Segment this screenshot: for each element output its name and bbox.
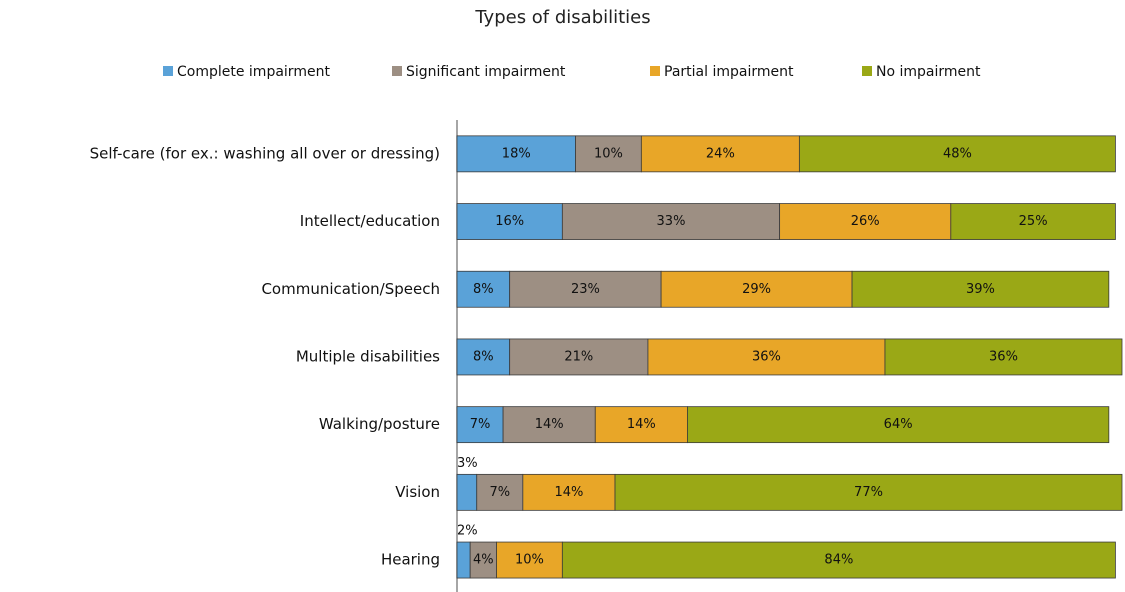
bar-segment — [687, 406, 1110, 444]
data-label: 8% — [473, 349, 494, 364]
data-label: 14% — [627, 417, 656, 432]
data-label: 26% — [851, 214, 880, 229]
legend-label: Significant impairment — [406, 64, 566, 80]
category-label: Multiple disabilities — [296, 347, 440, 365]
data-label: 23% — [571, 282, 600, 297]
data-label: 48% — [943, 146, 972, 161]
bar-segment — [640, 135, 800, 173]
bar-segment — [660, 270, 853, 308]
data-label: 36% — [752, 349, 781, 364]
bar-segment — [476, 473, 524, 511]
category-label: Walking/posture — [319, 415, 440, 433]
bar-segment — [884, 338, 1123, 376]
bar-segment — [456, 338, 511, 376]
data-label: 14% — [535, 417, 564, 432]
legend-swatch — [163, 66, 173, 76]
data-label: 64% — [884, 417, 913, 432]
legend-swatch — [392, 66, 402, 76]
data-label: 10% — [594, 146, 623, 161]
legend-label: Partial impairment — [664, 64, 794, 80]
data-label: 7% — [489, 485, 510, 500]
data-label: 3% — [457, 456, 478, 471]
bar-segment — [456, 406, 504, 444]
bar-segment — [798, 135, 1116, 173]
legend-swatch — [650, 66, 660, 76]
chart-title: Types of disabilities — [474, 7, 650, 28]
data-label: 39% — [966, 282, 995, 297]
data-label: 24% — [706, 146, 735, 161]
data-label: 10% — [515, 553, 544, 568]
bar-segment — [502, 406, 596, 444]
bar-segment — [575, 135, 642, 173]
legend-label: No impairment — [876, 64, 981, 80]
bar-segment — [456, 541, 471, 579]
category-label: Self-care (for ex.: washing all over or … — [90, 144, 440, 162]
legend-swatch — [862, 66, 872, 76]
bar-segment — [561, 541, 1116, 579]
bar-segment — [647, 338, 886, 376]
data-label: 21% — [564, 349, 593, 364]
data-label: 8% — [473, 282, 494, 297]
bar-segment — [950, 203, 1116, 240]
bar-segment — [851, 270, 1110, 308]
data-label: 18% — [502, 146, 531, 161]
data-label: 7% — [470, 417, 491, 432]
data-label: 77% — [854, 485, 883, 500]
data-label: 25% — [1019, 214, 1048, 229]
data-label: 36% — [989, 349, 1018, 364]
data-label: 16% — [495, 214, 524, 229]
data-label: 33% — [657, 214, 686, 229]
category-label: Hearing — [381, 551, 440, 569]
data-label: 29% — [742, 282, 771, 297]
bar-segment — [509, 338, 649, 376]
bar-segment — [469, 541, 497, 579]
data-label: 14% — [554, 485, 583, 500]
bar-segment — [496, 541, 563, 579]
category-label: Vision — [395, 483, 440, 501]
bar-segment — [594, 406, 688, 444]
bar-segment — [456, 473, 478, 511]
data-label: 4% — [473, 553, 494, 568]
category-label: Communication/Speech — [261, 280, 440, 298]
data-label: 84% — [824, 553, 853, 568]
bar-segment — [561, 203, 781, 240]
category-label: Intellect/education — [300, 212, 440, 230]
bar-segment — [509, 270, 662, 308]
bar-segment — [614, 473, 1123, 511]
bar-segment — [456, 270, 511, 308]
legend-label: Complete impairment — [177, 64, 330, 80]
data-label: 2% — [457, 524, 478, 539]
